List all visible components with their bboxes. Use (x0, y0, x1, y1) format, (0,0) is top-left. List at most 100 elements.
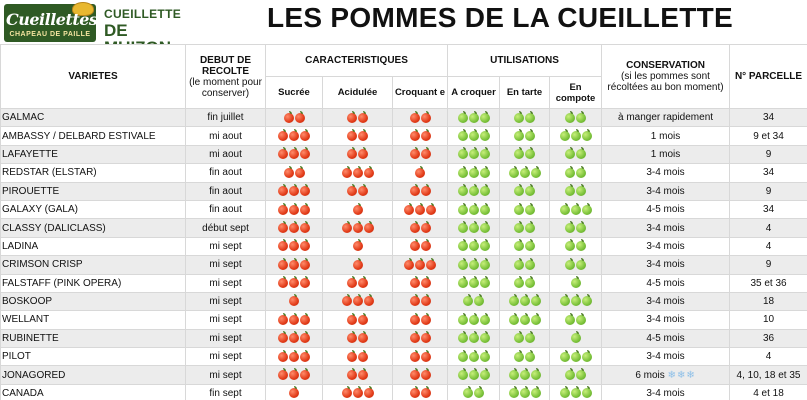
green-apple-icon (508, 294, 519, 307)
green-apple-icon (457, 239, 468, 252)
red-apple-icon (278, 257, 288, 270)
croquante-rating-cell (391, 383, 449, 400)
green-apple-icon (479, 331, 490, 344)
green-apple-icon (525, 110, 536, 123)
red-apple-icon (300, 331, 310, 344)
variety-cell: BOSKOOP (0, 291, 186, 312)
red-apple-icon (283, 110, 294, 123)
acidulee-rating-cell (322, 273, 393, 293)
green-apple-icon (565, 257, 576, 270)
green-apple-icon (530, 386, 541, 399)
sucree-rating-cell (265, 310, 323, 330)
red-apple-icon (289, 128, 299, 141)
green-apple-icon (530, 368, 541, 381)
conservation-cell: 3-4 mois (601, 310, 731, 330)
parcelle-cell: 4 et 18 (729, 383, 807, 400)
red-apple-icon (289, 331, 299, 344)
parcelle-cell: 4, 10, 18 et 35 (729, 365, 807, 385)
red-apple-icon (352, 165, 363, 178)
red-apple-icon (352, 386, 363, 399)
conservation-cell: à manger rapidement (601, 107, 731, 128)
green-apple-icon (479, 239, 490, 252)
green-apple-icon (530, 165, 541, 178)
green-apple-icon (519, 368, 530, 381)
red-apple-icon (347, 110, 357, 123)
red-apple-icon (420, 368, 431, 381)
green-apple-icon (525, 220, 536, 233)
red-apple-icon (341, 294, 352, 307)
green-apple-icon (525, 147, 536, 160)
tarte-rating-cell (499, 347, 551, 367)
green-apple-icon (559, 202, 570, 215)
parcelle-cell: 9 (729, 181, 807, 201)
red-apple-icon (278, 202, 288, 215)
header-a-croquer: A croquer (447, 76, 501, 109)
red-apple-icon (289, 276, 299, 289)
sucree-rating-cell (265, 218, 323, 238)
conservation-text: 3-4 mois (646, 167, 685, 179)
green-apple-icon (581, 128, 592, 141)
conservation-text: 3-4 mois (646, 296, 685, 308)
table-row: CANADA fin sept 3-4 mois 4 et 18 (0, 383, 807, 400)
red-apple-icon (341, 386, 352, 399)
acidulee-rating-cell (322, 328, 393, 349)
croquer-rating-cell (447, 144, 501, 165)
red-apple-icon (289, 294, 299, 307)
red-apple-icon (363, 386, 374, 399)
red-apple-icon (300, 257, 310, 270)
green-apple-icon (525, 257, 536, 270)
red-apple-icon (409, 331, 420, 344)
table-row: WELLANT mi sept 3-4 mois 10 (0, 310, 807, 330)
acidulee-rating-cell (322, 163, 393, 183)
straw-hat-icon (72, 2, 94, 16)
red-apple-icon (409, 128, 420, 141)
apple-varieties-table: VARIETES DEBUT DE RECOLTE (le moment pou… (0, 44, 807, 400)
variety-cell: PILOT (0, 347, 186, 367)
sucree-rating-cell (265, 144, 323, 165)
green-apple-icon (468, 368, 479, 381)
red-apple-icon (409, 386, 420, 399)
compote-rating-cell (549, 273, 603, 293)
green-apple-icon (514, 147, 525, 160)
croquer-rating-cell (447, 365, 501, 385)
croquer-rating-cell (447, 347, 501, 367)
green-apple-icon (468, 147, 479, 160)
green-apple-icon (508, 165, 519, 178)
green-apple-icon (576, 165, 587, 178)
harvest-start-cell: début sept (185, 218, 266, 238)
red-apple-icon (289, 184, 299, 197)
conservation-text: 3-4 mois (646, 222, 685, 234)
red-apple-icon (415, 202, 425, 215)
croquante-rating-cell (391, 181, 449, 201)
sucree-rating-cell (265, 273, 323, 293)
croquante-rating-cell (391, 328, 449, 349)
croquante-rating-cell (391, 310, 449, 330)
red-apple-icon (358, 128, 368, 141)
red-apple-icon (363, 294, 374, 307)
compote-rating-cell (549, 255, 603, 275)
green-apple-icon (468, 202, 479, 215)
red-apple-icon (409, 184, 420, 197)
green-apple-icon (525, 128, 536, 141)
variety-cell: REDSTAR (ELSTAR) (0, 163, 186, 183)
green-apple-icon (525, 331, 536, 344)
green-apple-icon (565, 368, 576, 381)
table-row: PIROUETTE fin aout 3-4 mois 9 (0, 181, 807, 201)
harvest-start-cell: mi sept (185, 310, 266, 330)
red-apple-icon (420, 312, 431, 325)
red-apple-icon (289, 202, 299, 215)
green-apple-icon (570, 331, 581, 344)
red-apple-icon (300, 202, 310, 215)
green-apple-icon (559, 294, 570, 307)
table-row: FALSTAFF (PINK OPERA) mi sept 4-5 mois 35 e… (0, 273, 807, 293)
green-apple-icon (514, 202, 525, 215)
red-apple-icon (420, 128, 431, 141)
variety-cell: GALAXY (GALA) (0, 199, 186, 220)
conservation-text: 3-4 mois (646, 259, 685, 271)
croquer-rating-cell (447, 181, 501, 201)
conservation-cell: 3-4 mois (601, 255, 731, 275)
red-apple-icon (289, 220, 299, 233)
parcelle-cell: 9 (729, 255, 807, 275)
parcelle-cell: 35 et 36 (729, 273, 807, 293)
green-apple-icon (463, 386, 474, 399)
